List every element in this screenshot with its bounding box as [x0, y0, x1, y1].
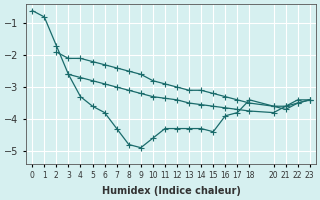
X-axis label: Humidex (Indice chaleur): Humidex (Indice chaleur) — [101, 186, 240, 196]
